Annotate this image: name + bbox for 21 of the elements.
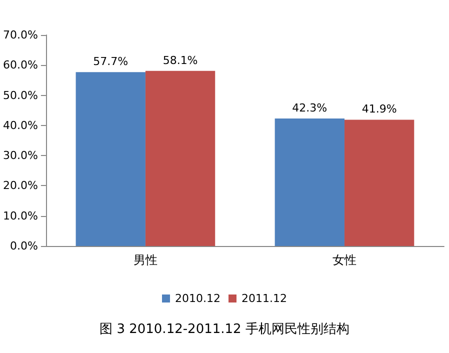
x-tick-label: 男性 <box>133 253 158 267</box>
bar <box>274 118 344 246</box>
data-label: 41.9% <box>362 102 397 116</box>
bar <box>76 72 146 246</box>
y-tick-label: 30.0% <box>2 149 38 162</box>
y-tick-label: 60.0% <box>2 58 38 72</box>
y-tick-label: 50.0% <box>2 88 38 102</box>
data-label: 58.1% <box>162 54 198 67</box>
y-tick-label: 10.0% <box>2 209 38 222</box>
y-tick-label: 20.0% <box>2 179 38 192</box>
data-label: 57.7% <box>93 55 128 68</box>
y-tick-label: 70.0% <box>2 28 38 42</box>
y-tick-label: 40.0% <box>2 118 38 132</box>
legend-label: 2010.12 <box>175 292 221 305</box>
legend-label: 2011.12 <box>242 292 287 305</box>
data-label: 42.3% <box>292 101 328 114</box>
x-tick-label: 女性 <box>332 253 356 267</box>
text: 图 3 2010.12-2011.12 手机网民性别结构 <box>100 322 350 337</box>
y-tick-label: 0.0% <box>10 240 38 252</box>
bar <box>145 70 216 246</box>
bar <box>344 120 414 246</box>
